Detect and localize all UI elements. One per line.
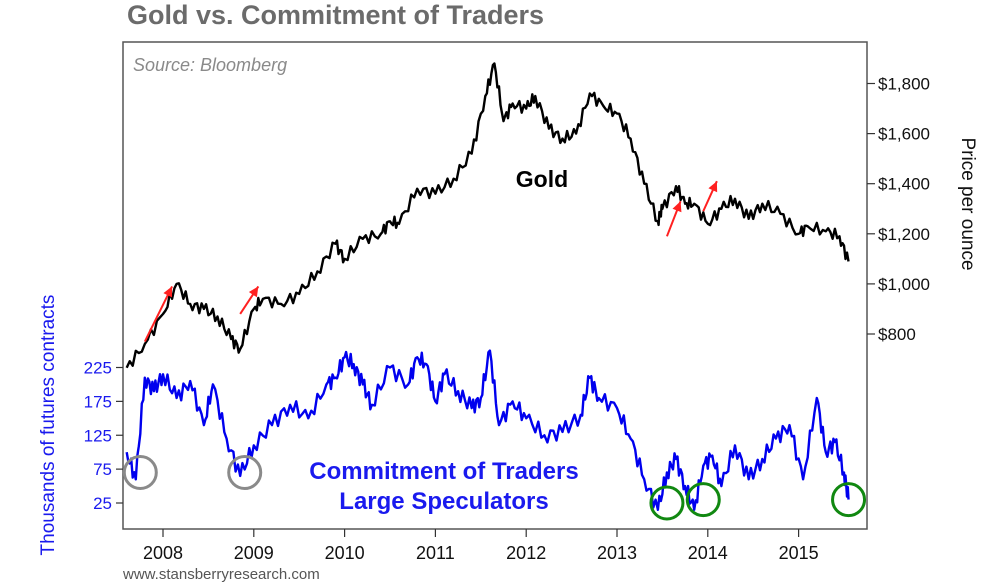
green-low-circle [685, 482, 721, 518]
left-axis: 225 175 125 75 25 [84, 359, 123, 513]
plot-frame [122, 41, 868, 530]
left-axis-label: Thousands of futures contracts [38, 295, 59, 556]
footer-url: www.stansberryresearch.com [123, 566, 320, 583]
red-arrow-shaft [143, 285, 173, 342]
left-tick-label: 175 [84, 392, 112, 411]
chart-title: Gold vs. Commitment of Traders [127, 0, 545, 30]
left-tick-label: 125 [84, 426, 112, 445]
green-low-circle [831, 482, 867, 518]
red-arrow-head [672, 201, 682, 213]
red-arrow-head [248, 286, 259, 298]
x-tick-label: 2014 [688, 543, 728, 563]
right-tick-label: $1,600 [878, 125, 930, 144]
left-tick-label: 25 [93, 494, 112, 513]
right-tick-label: $1,000 [878, 275, 930, 294]
red-arrow-head [163, 286, 173, 298]
x-tick-label: 2013 [597, 543, 637, 563]
gold-price-line [125, 62, 850, 369]
x-tick-label: 2012 [506, 543, 546, 563]
cot-annotation-line2: Large Speculators [339, 488, 548, 515]
right-axis-label: Price per ounce [957, 137, 978, 270]
gray-low-circle [227, 455, 263, 491]
left-tick-label: 225 [84, 359, 112, 378]
circle-annotations [122, 455, 867, 521]
x-tick-label: 2009 [234, 543, 274, 563]
arrow-annotations [143, 180, 718, 342]
red-arrow-head [708, 181, 718, 193]
x-tick-label: 2010 [325, 543, 365, 563]
series-layer [125, 62, 850, 511]
gray-low-circle [122, 455, 158, 491]
x-tick-label: 2008 [143, 543, 183, 563]
x-tick-label: 2015 [779, 543, 819, 563]
cot-speculators-line [125, 349, 850, 511]
right-tick-label: $1,200 [878, 225, 930, 244]
x-axis: 2008 2009 2010 2011 2012 2013 2014 2015 [143, 529, 819, 563]
right-tick-label: $800 [878, 325, 916, 344]
right-axis: $1,800 $1,600 $1,400 $1,200 $1,000 $800 [867, 75, 930, 344]
right-tick-label: $1,400 [878, 175, 930, 194]
x-tick-label: 2011 [416, 543, 455, 563]
right-tick-label: $1,800 [878, 75, 930, 94]
left-tick-label: 75 [93, 460, 112, 479]
source-label: Source: Bloomberg [133, 55, 287, 75]
cot-annotation-line1: Commitment of Traders [309, 458, 578, 485]
gold-annotation: Gold [516, 166, 568, 192]
green-low-circle [649, 485, 685, 521]
